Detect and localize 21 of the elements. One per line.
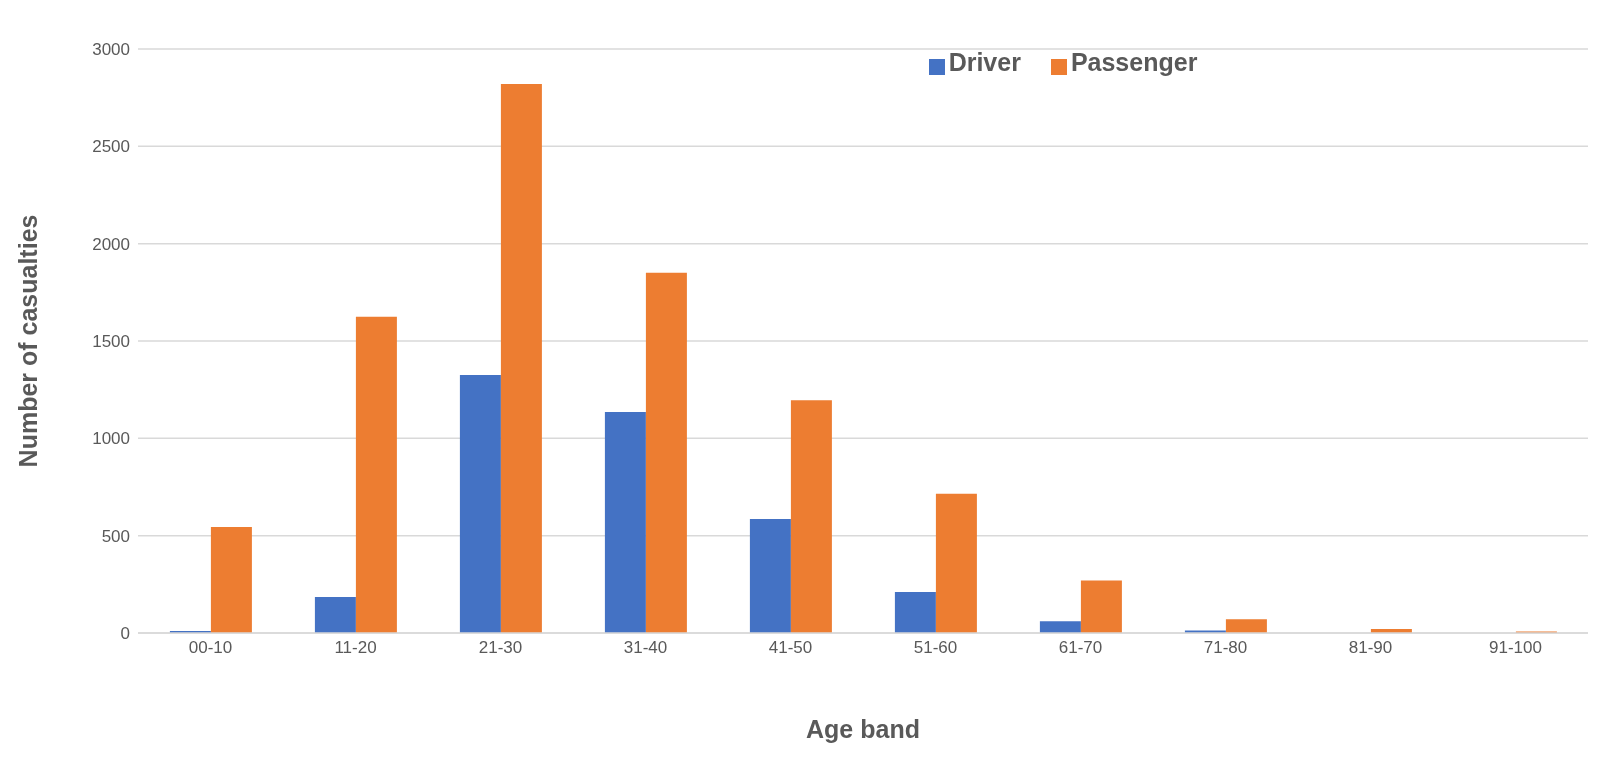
y-tick-label: 0 (120, 624, 130, 644)
y-tick-label: 1000 (92, 429, 130, 449)
legend-label: Driver (948, 48, 1021, 76)
y-tick-label: 1500 (92, 332, 130, 352)
x-tick-label: 31-40 (623, 638, 668, 658)
x-tick-label: 91-100 (1489, 638, 1542, 658)
x-tick-label: 21-30 (478, 638, 523, 658)
y-tick-label: 2000 (92, 234, 130, 254)
x-tick-label: 81-90 (1348, 638, 1393, 658)
x-tick-label: 11-20 (334, 638, 377, 658)
y-axis-title: Number of casualties (13, 214, 42, 468)
x-tick-label: 41-50 (768, 638, 813, 658)
y-tick-label: 2500 (92, 137, 130, 157)
x-axis-title: Age band (806, 715, 920, 743)
x-tick-label: 51-60 (913, 638, 958, 658)
y-tick-label: 500 (101, 526, 130, 546)
x-tick-label: 61-70 (1058, 638, 1103, 658)
y-tick-label: 3000 (92, 40, 130, 60)
x-tick-label: 00-10 (188, 638, 233, 658)
x-tick-label: 71-80 (1203, 638, 1248, 658)
legend-label: Passenger (1070, 48, 1198, 76)
